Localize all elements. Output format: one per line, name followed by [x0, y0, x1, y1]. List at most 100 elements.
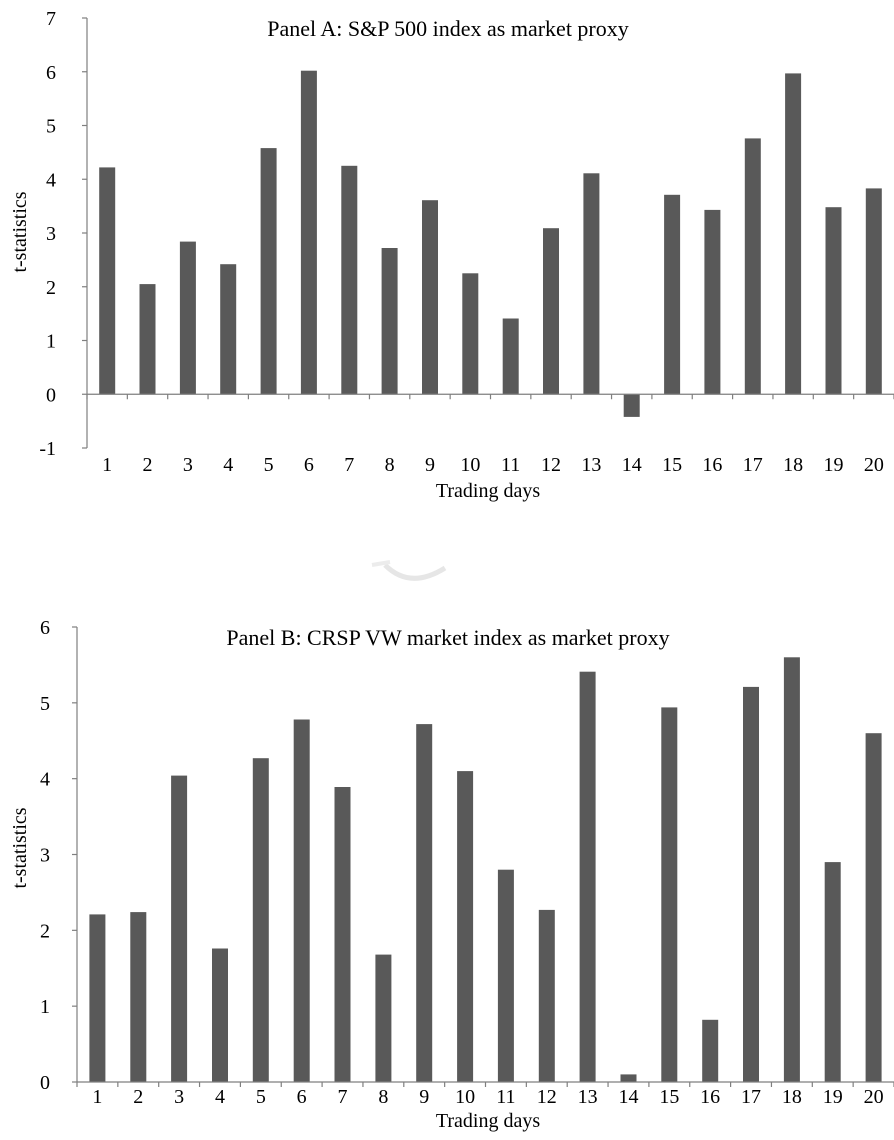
panel-b-bar	[702, 1019, 719, 1082]
panel-b-x-tick-label: 17	[741, 1086, 761, 1108]
panel-a-x-tick-label: 15	[662, 454, 682, 476]
panel-b-y-tick-label: 6	[40, 617, 50, 639]
panel-a-x-tick-label: 9	[425, 454, 435, 476]
panel-b-y-tick-label: 2	[40, 920, 50, 942]
panel-a-x-tick-label: 3	[183, 454, 193, 476]
panel-a-bar	[381, 248, 398, 395]
panel-b-x-tick-label: 15	[659, 1086, 679, 1108]
panel-b-bar	[783, 657, 800, 1082]
panel-a-x-tick-label: 13	[581, 454, 601, 476]
panel-a-x-tick-label: 5	[264, 454, 274, 476]
panel-a-x-tick-label: 2	[143, 454, 153, 476]
panel-b-x-tick-label: 5	[256, 1086, 266, 1108]
panel-b-y-tick-label: 1	[40, 996, 50, 1018]
panel-a-x-tick-label: 4	[223, 454, 233, 476]
panel-b-bar	[497, 869, 514, 1082]
panel-a-y-tick-label: 2	[46, 277, 56, 299]
panel-b-bar	[865, 733, 882, 1082]
panel-b-y-tick-label: 3	[40, 845, 50, 867]
panel-b-bar	[416, 724, 433, 1082]
panel-b-y-tick-label: 5	[40, 693, 50, 715]
panel-b-bar	[334, 787, 351, 1082]
panel-b-bar	[579, 671, 596, 1082]
panel-b-x-tick-label: 7	[338, 1086, 348, 1108]
panel-a-y-tick-label: 7	[46, 8, 56, 30]
panel-a-x-tick-label: 19	[823, 454, 843, 476]
panel-b-x-tick-label: 3	[174, 1086, 184, 1108]
watermark-mark	[371, 560, 447, 581]
panel-a-bar	[785, 73, 802, 395]
panel-b-x-tick-label: 10	[455, 1086, 475, 1108]
panel-b-x-tick-label: 18	[782, 1086, 802, 1108]
panel-a-chart: Panel A: S&P 500 index as market proxy t…	[9, 8, 894, 502]
panel-a-y-tick-label: 5	[46, 116, 56, 138]
panel-b-x-tick-label: 8	[378, 1086, 388, 1108]
panel-b-x-tick-label: 11	[496, 1086, 515, 1108]
panel-b-x-tick-label: 19	[823, 1086, 843, 1108]
panel-a-x-tick-label: 18	[783, 454, 803, 476]
panel-b-x-axis-title: Trading days	[436, 1110, 540, 1132]
panel-b-x-tick-label: 6	[297, 1086, 307, 1108]
panel-b-x-tick-label: 20	[864, 1086, 884, 1108]
panel-b-bar	[252, 758, 269, 1082]
panel-a-y-tick-label: 3	[46, 223, 56, 245]
panel-a-bar	[341, 165, 358, 395]
panel-a-x-tick-label: 11	[501, 454, 520, 476]
panel-a-x-tick-label: 1	[102, 454, 112, 476]
panel-b-x-tick-label: 16	[700, 1086, 720, 1108]
panel-b-chart: Panel B: CRSP VW market index as market …	[9, 617, 894, 1132]
panel-a-bar	[260, 148, 277, 395]
panel-a-bar	[139, 284, 156, 395]
panel-a-bar	[179, 241, 196, 395]
panel-a-x-tick-label: 20	[864, 454, 884, 476]
panel-b-bar	[212, 948, 228, 1082]
panel-b-bar	[130, 912, 147, 1082]
panel-a-title: Panel A: S&P 500 index as market proxy	[267, 16, 629, 41]
panel-a-x-tick-label: 10	[460, 454, 480, 476]
panel-a-bar	[543, 228, 559, 395]
panel-b-bar	[89, 914, 106, 1082]
panel-a-y-tick-label: 6	[46, 62, 56, 84]
panel-b-y-tick-label: 4	[40, 769, 50, 791]
panel-a-bar	[422, 200, 438, 395]
panel-a-y-tick-label: 0	[46, 384, 56, 406]
panel-b-bar	[743, 686, 759, 1082]
panel-b-bar	[824, 862, 841, 1082]
panel-a-y-tick-label: -1	[39, 438, 56, 460]
panel-a-x-tick-label: 17	[743, 454, 763, 476]
panel-b-y-axis-title: t-statistics	[9, 807, 31, 888]
panel-b-x-tick-label: 13	[578, 1086, 598, 1108]
panel-a-bar	[664, 194, 681, 395]
panel-a-bar	[704, 209, 721, 395]
panel-a-bar	[825, 207, 842, 395]
panel-b-y-tick-label: 0	[40, 1072, 50, 1094]
panel-b-bar	[171, 775, 188, 1082]
panel-a-y-axis-title: t-statistics	[9, 191, 31, 272]
panel-a-bar	[220, 264, 237, 395]
panel-a-bar	[99, 167, 116, 395]
panel-a-bar	[744, 138, 761, 395]
panel-a-bar	[462, 273, 479, 395]
panel-b-x-tick-label: 1	[92, 1086, 102, 1108]
panel-a-x-tick-label: 6	[304, 454, 314, 476]
panel-b-bar	[661, 707, 678, 1082]
panel-a-bar	[300, 70, 317, 395]
panel-a-bar	[865, 188, 882, 395]
panel-b-x-tick-label: 4	[215, 1086, 225, 1108]
panel-a-x-tick-label: 12	[541, 454, 561, 476]
panel-b-bar	[375, 954, 392, 1082]
panel-b-x-tick-label: 14	[618, 1086, 638, 1108]
panel-b-bar	[293, 719, 310, 1082]
panel-b-bar	[457, 771, 474, 1082]
panel-b-x-tick-label: 2	[133, 1086, 143, 1108]
panel-a-bar	[623, 394, 640, 417]
panel-a-y-tick-label: 1	[46, 331, 56, 353]
panel-a-x-tick-label: 16	[702, 454, 722, 476]
panel-a-bar	[583, 173, 600, 395]
panel-a-x-tick-label: 7	[344, 454, 354, 476]
panel-a-x-tick-label: 8	[385, 454, 395, 476]
panel-b-x-tick-label: 9	[419, 1086, 429, 1108]
